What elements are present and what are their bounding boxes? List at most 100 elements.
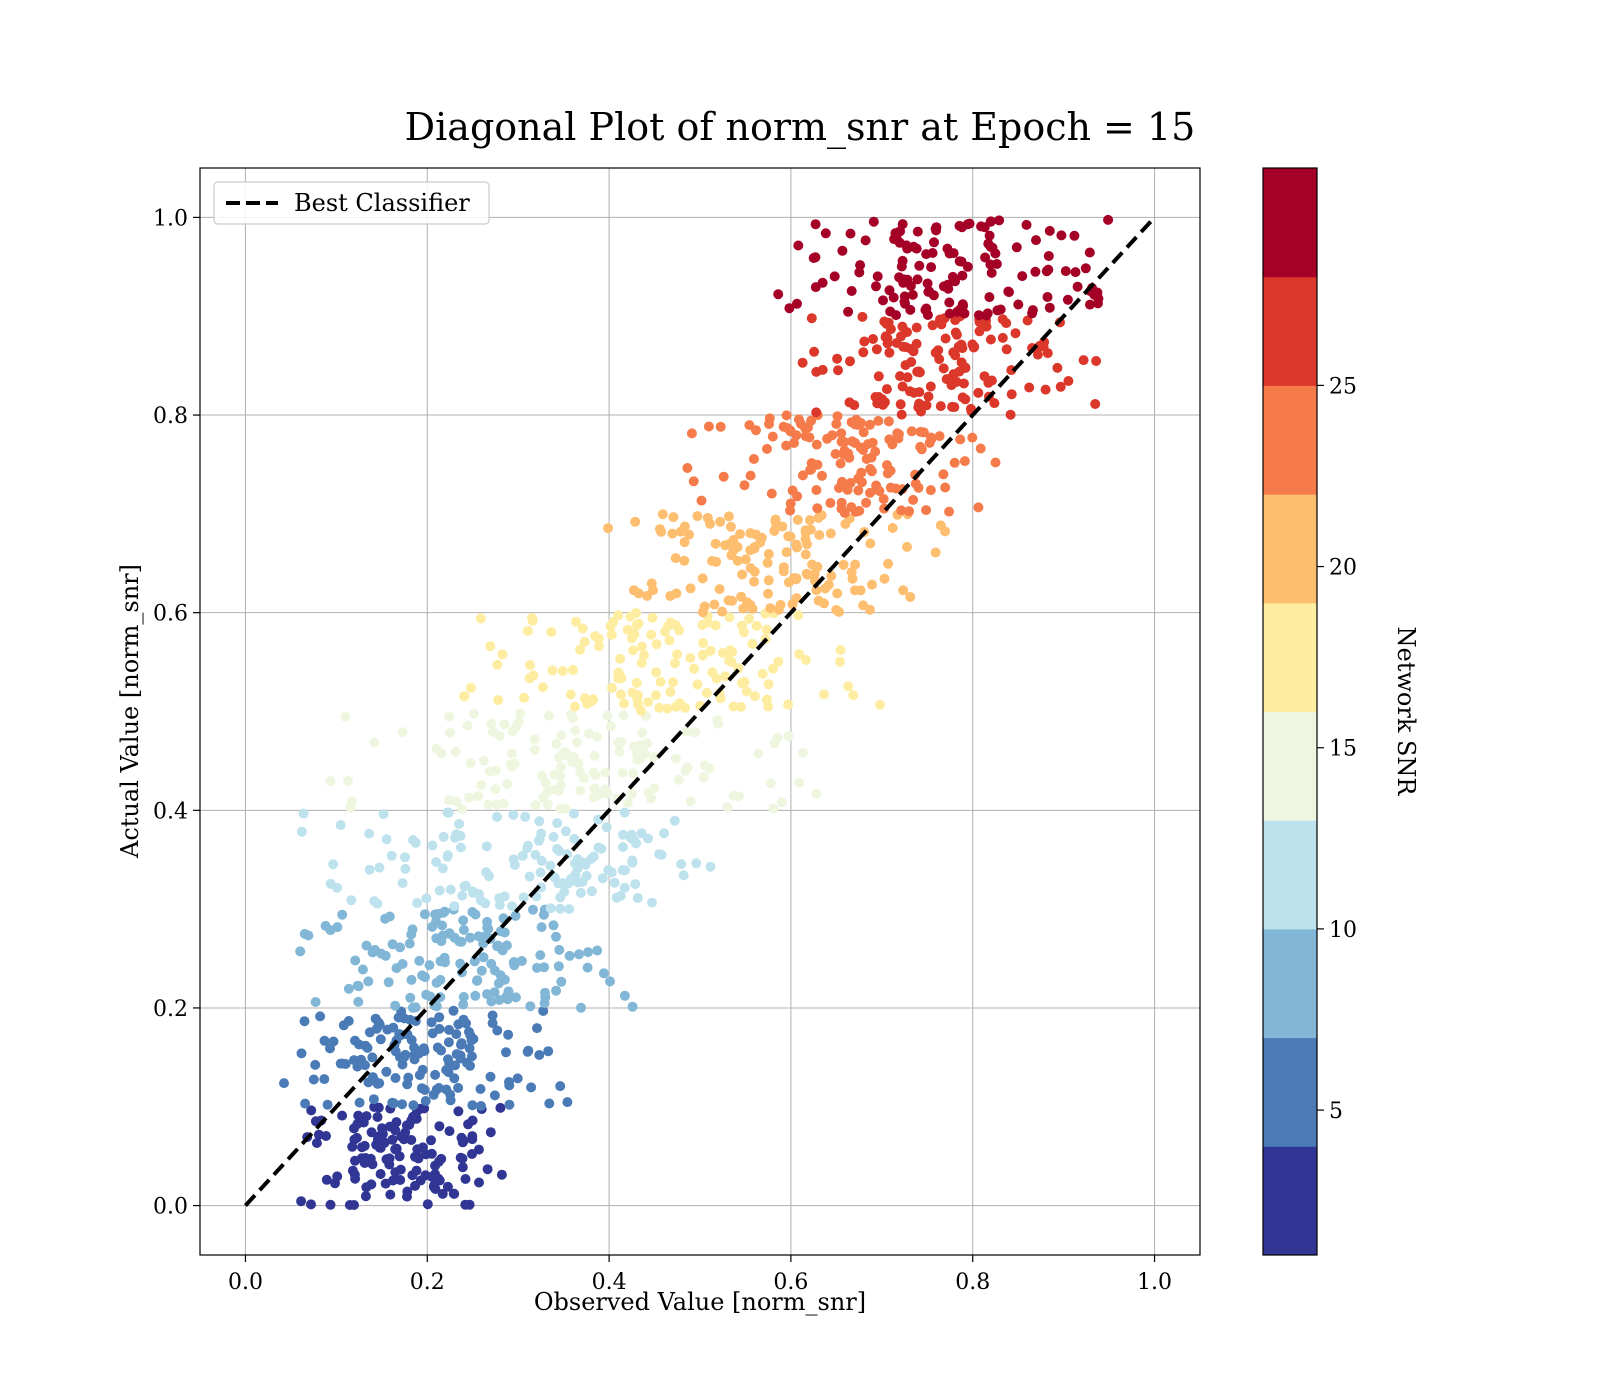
scatter-point — [609, 877, 620, 888]
scatter-point — [420, 1096, 431, 1106]
scatter-point — [397, 727, 408, 738]
scatter-point — [902, 541, 912, 552]
scatter-point — [460, 1174, 471, 1184]
scatter-point — [911, 338, 922, 349]
scatter-point — [714, 584, 725, 595]
scatter-point — [656, 526, 667, 537]
scatter-point — [913, 482, 924, 493]
scatter-point — [627, 633, 637, 644]
scatter-point — [803, 422, 813, 433]
scatter-point — [379, 1137, 390, 1148]
scatter-point — [527, 615, 538, 626]
scatter-point — [1085, 299, 1095, 310]
scatter-point — [720, 540, 731, 551]
scatter-point — [582, 698, 592, 709]
scatter-point — [934, 431, 945, 442]
scatter-point — [703, 421, 714, 432]
scatter-point — [715, 421, 726, 432]
scatter-point — [861, 497, 872, 508]
y-tick-label: 0.8 — [153, 404, 188, 429]
scatter-point — [705, 645, 716, 656]
scatter-point — [434, 1023, 445, 1034]
scatter-point — [607, 682, 617, 693]
scatter-point — [685, 796, 696, 807]
scatter-point — [1056, 230, 1067, 241]
scatter-point — [768, 803, 779, 814]
scatter-point — [974, 326, 985, 337]
scatter-point — [537, 682, 548, 693]
scatter-point — [904, 506, 915, 517]
scatter-point — [464, 1199, 475, 1210]
scatter-point — [831, 419, 842, 429]
scatter-point — [944, 297, 955, 308]
scatter-point — [445, 1089, 456, 1100]
scatter-point — [994, 215, 1005, 226]
scatter-point — [991, 259, 1002, 269]
scatter-point — [636, 828, 647, 839]
scatter-point — [846, 286, 857, 296]
scatter-point — [526, 1082, 537, 1093]
scatter-point — [588, 767, 599, 778]
scatter-point — [573, 758, 584, 769]
colorbar-segment — [1263, 385, 1317, 495]
scatter-point — [940, 482, 951, 493]
scatter-point — [478, 952, 489, 963]
scatter-point — [809, 346, 820, 357]
scatter-point — [1006, 389, 1017, 400]
scatter-point — [570, 725, 581, 736]
scatter-point — [296, 1196, 307, 1207]
scatter-point — [781, 410, 792, 421]
scatter-point — [904, 386, 915, 397]
scatter-point — [364, 828, 375, 839]
scatter-point — [562, 1097, 573, 1108]
scatter-point — [572, 737, 582, 748]
scatter-point — [868, 216, 879, 227]
scatter-point — [914, 387, 925, 398]
scatter-point — [340, 1059, 351, 1069]
y-axis-label: Actual Value [norm_snr] — [116, 564, 144, 859]
scatter-point — [732, 555, 743, 566]
scatter-point — [671, 620, 682, 631]
scatter-point — [797, 357, 808, 368]
scatter-point — [455, 830, 466, 841]
scatter-point — [300, 1098, 311, 1109]
scatter-point — [450, 746, 461, 757]
scatter-point — [954, 220, 965, 231]
scatter-point — [486, 996, 497, 1007]
scatter-point — [1103, 214, 1114, 225]
scatter-point — [943, 283, 954, 294]
scatter-point — [515, 708, 526, 719]
scatter-point — [445, 727, 455, 738]
scatter-point — [763, 588, 774, 599]
scatter-point — [443, 807, 454, 818]
scatter-point — [761, 624, 772, 635]
scatter-point — [397, 1059, 408, 1070]
scatter-point — [373, 1102, 384, 1113]
scatter-point — [854, 267, 865, 278]
scatter-band-8 — [797, 311, 1102, 420]
scatter-point — [686, 428, 697, 439]
scatter-point — [343, 1016, 354, 1026]
scatter-point — [692, 511, 703, 522]
scatter-point — [944, 248, 955, 259]
scatter-point — [811, 788, 822, 799]
colorbar-ticks: 5 10 15 20 25 — [1317, 374, 1357, 1124]
scatter-point — [887, 523, 898, 533]
scatter-point — [926, 432, 936, 443]
scatter-point — [431, 916, 441, 927]
scatter-point — [930, 547, 941, 558]
scatter-point — [618, 829, 628, 840]
scatter-point — [832, 353, 843, 364]
scatter-point — [445, 884, 456, 895]
scatter-point — [832, 411, 843, 422]
scatter-point — [745, 600, 756, 611]
scatter-point — [753, 748, 764, 759]
scatter-point — [1043, 251, 1054, 261]
scatter-point — [843, 681, 854, 692]
scatter-point — [823, 579, 834, 590]
scatter-point — [935, 520, 946, 531]
scatter-point — [602, 788, 613, 799]
scatter-point — [792, 298, 802, 309]
scatter-point — [888, 292, 899, 303]
scatter-point — [431, 743, 442, 754]
